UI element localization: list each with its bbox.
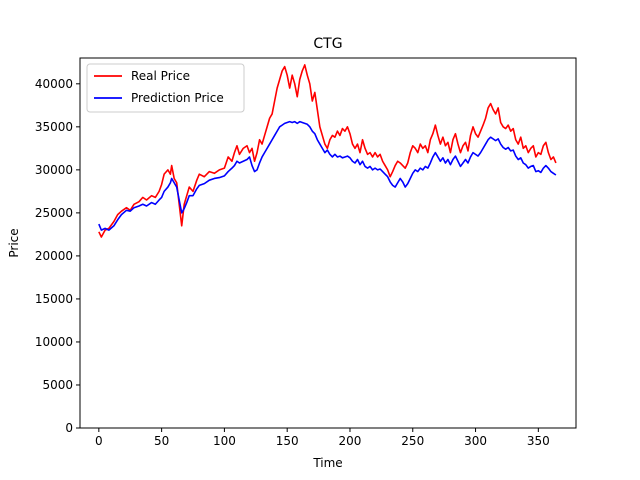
x-tick-label: 150 [276,434,299,448]
y-tick-label: 25000 [35,206,73,220]
legend-box [86,63,245,113]
x-tick-label: 250 [401,434,424,448]
axes-frame [79,57,577,429]
y-tick-label: 30000 [35,163,73,177]
y-axis-label: Price [7,228,21,257]
series-line-real-price [98,64,557,238]
y-axis: 0 5000 10000 15000 20000 25000 30000 35000 40000 [35,77,80,435]
x-tick-label: 100 [213,434,236,448]
x-tick-label: 350 [527,434,550,448]
plot-area [98,64,557,238]
y-tick-label: 5000 [42,378,73,392]
series-line-prediction-price [98,120,557,231]
x-tick-label: 0 [95,434,103,448]
x-axis-label: Time [312,456,342,470]
x-tick-label: 300 [464,434,487,448]
legend: Real Price Prediction Price [86,63,245,113]
x-axis: 0 50 100 150 200 250 300 350 [95,428,550,448]
x-tick-label: 50 [154,434,169,448]
legend-label-real-price: Real Price [131,69,190,83]
y-tick-label: 0 [65,421,73,435]
legend-label-prediction-price: Prediction Price [131,91,224,105]
y-tick-label: 20000 [35,249,73,263]
y-tick-label: 35000 [35,120,73,134]
x-tick-label: 200 [339,434,362,448]
y-tick-label: 40000 [35,77,73,91]
y-tick-label: 10000 [35,335,73,349]
y-tick-label: 15000 [35,292,73,306]
chart-title: CTG [313,36,342,52]
